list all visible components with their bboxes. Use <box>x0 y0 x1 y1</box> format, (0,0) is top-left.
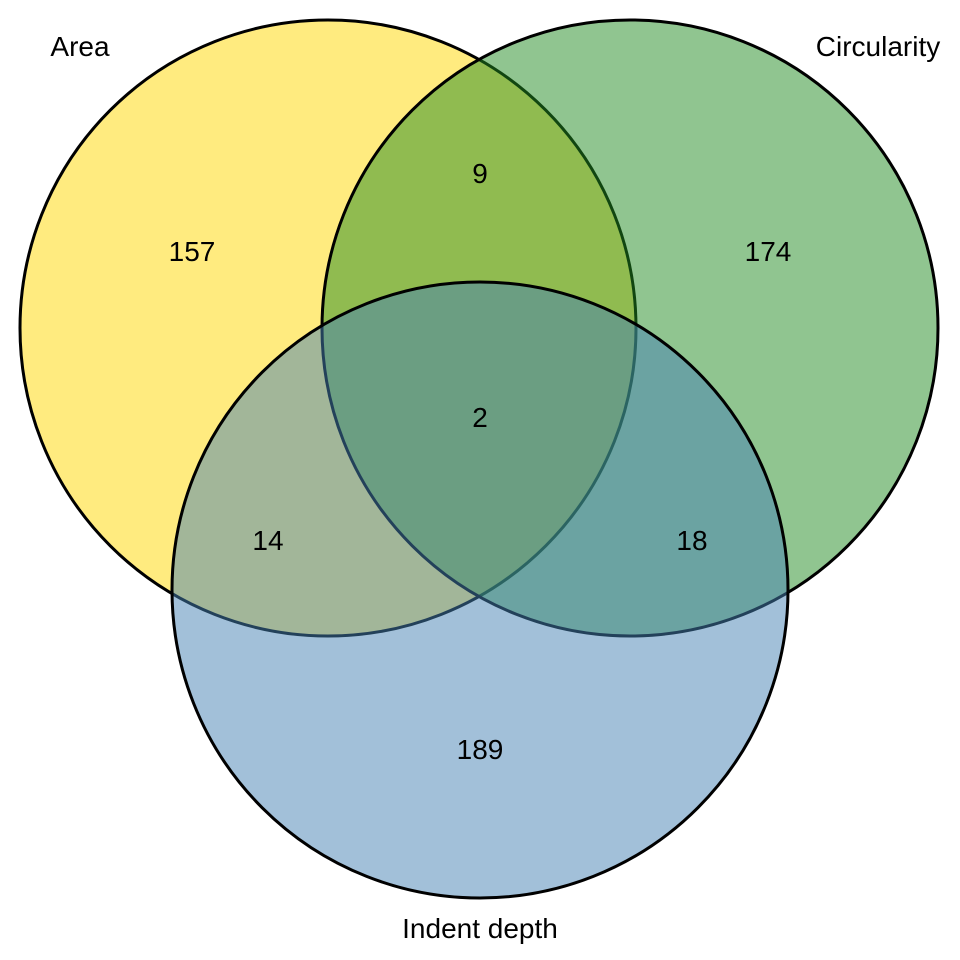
area-only-count: 157 <box>169 236 216 267</box>
area-indent-depth-count: 14 <box>252 525 283 556</box>
indent-depth-label: Indent depth <box>402 913 558 944</box>
circularity-label: Circularity <box>816 31 940 62</box>
circularity-only-count: 174 <box>745 236 792 267</box>
area-circularity-count: 9 <box>472 158 488 189</box>
circularity-indent-depth-count: 18 <box>676 525 707 556</box>
all-three-count: 2 <box>472 402 488 433</box>
indent-depth-circle <box>170 280 790 900</box>
indent-depth-only-count: 189 <box>457 734 504 765</box>
area-label: Area <box>50 31 110 62</box>
